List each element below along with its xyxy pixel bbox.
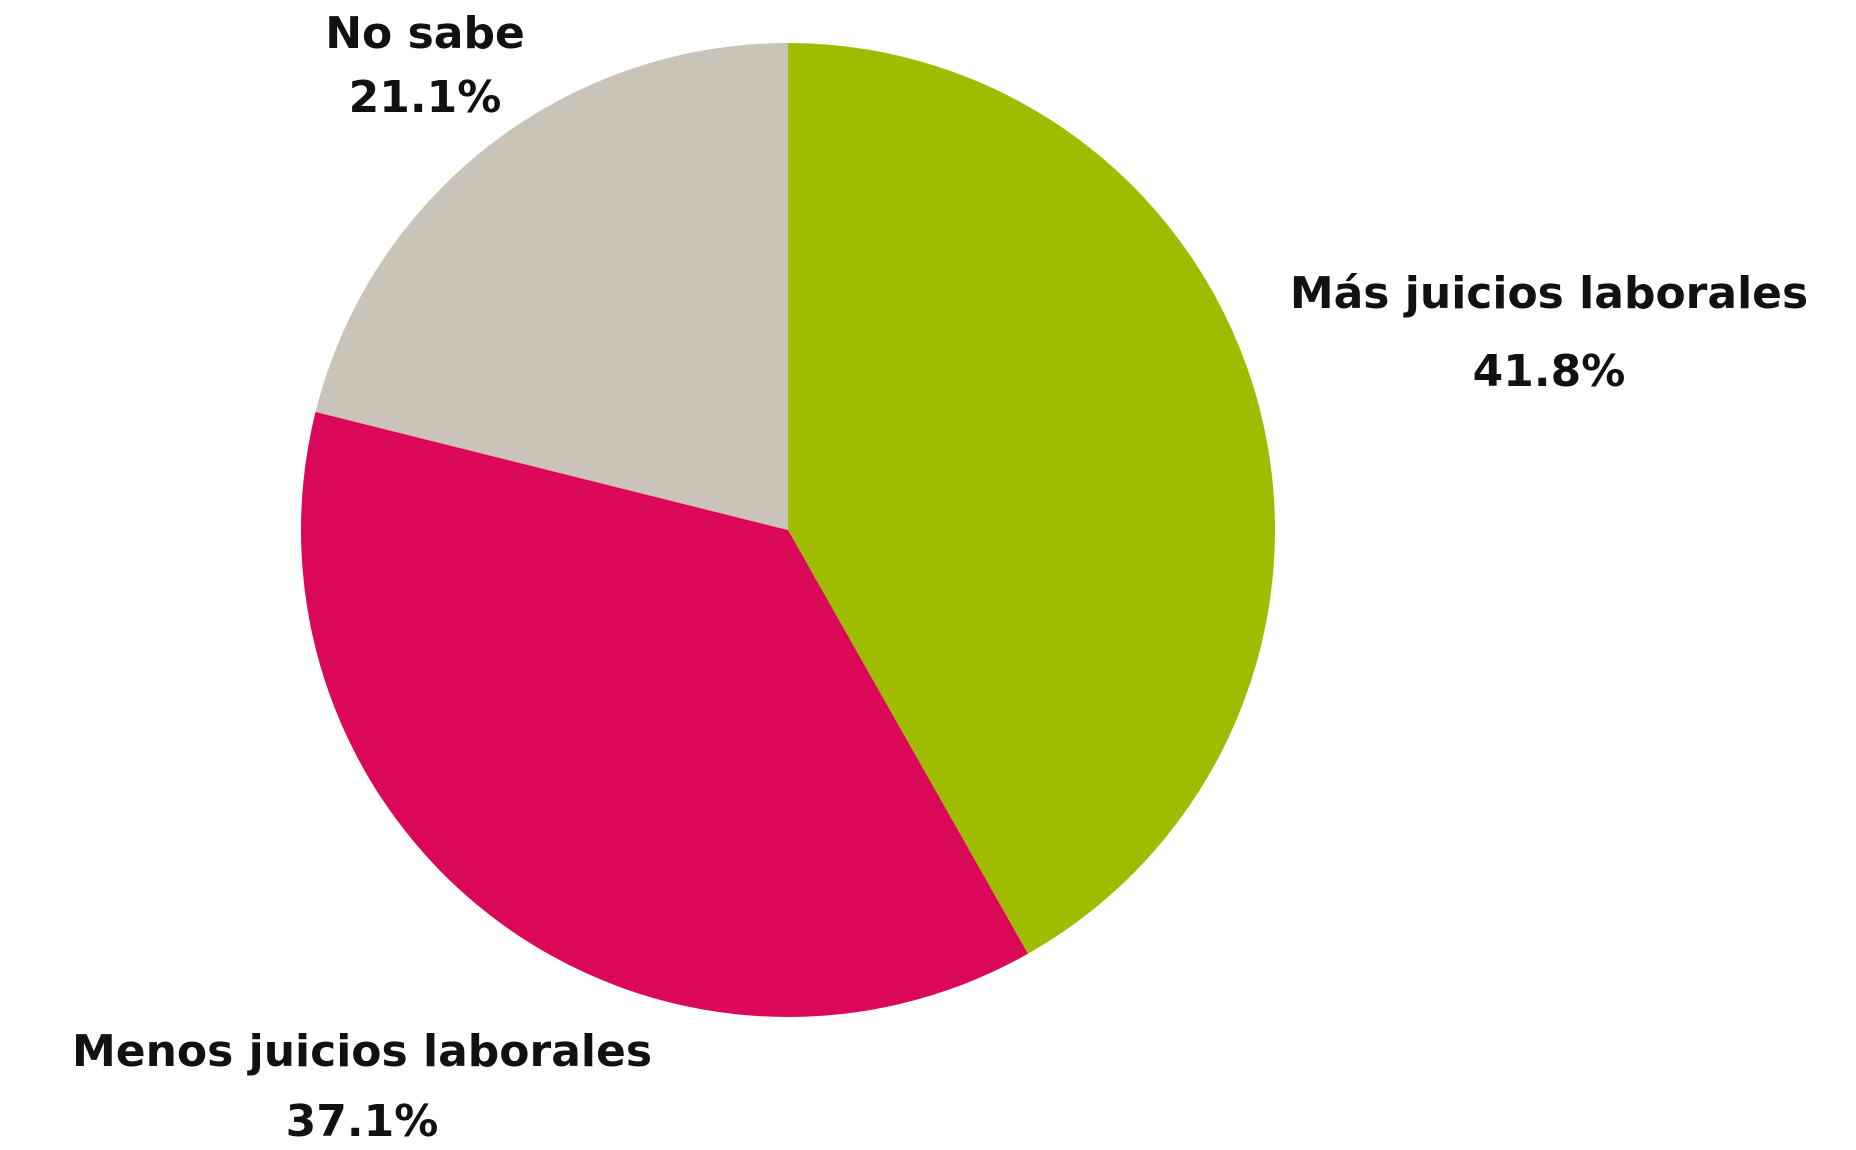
pie-slice xyxy=(315,43,788,530)
pie-slice xyxy=(788,43,1276,954)
slice-label: Menos juicios laborales xyxy=(72,1026,652,1077)
value-label: 21.1% xyxy=(349,72,502,123)
value-label: 37.1% xyxy=(286,1096,439,1147)
slice-label: No sabe xyxy=(325,8,525,59)
pie-slice xyxy=(300,411,1028,1018)
slice-label: Más juicios laborales xyxy=(1290,268,1808,319)
value-label: 41.8% xyxy=(1473,346,1626,397)
